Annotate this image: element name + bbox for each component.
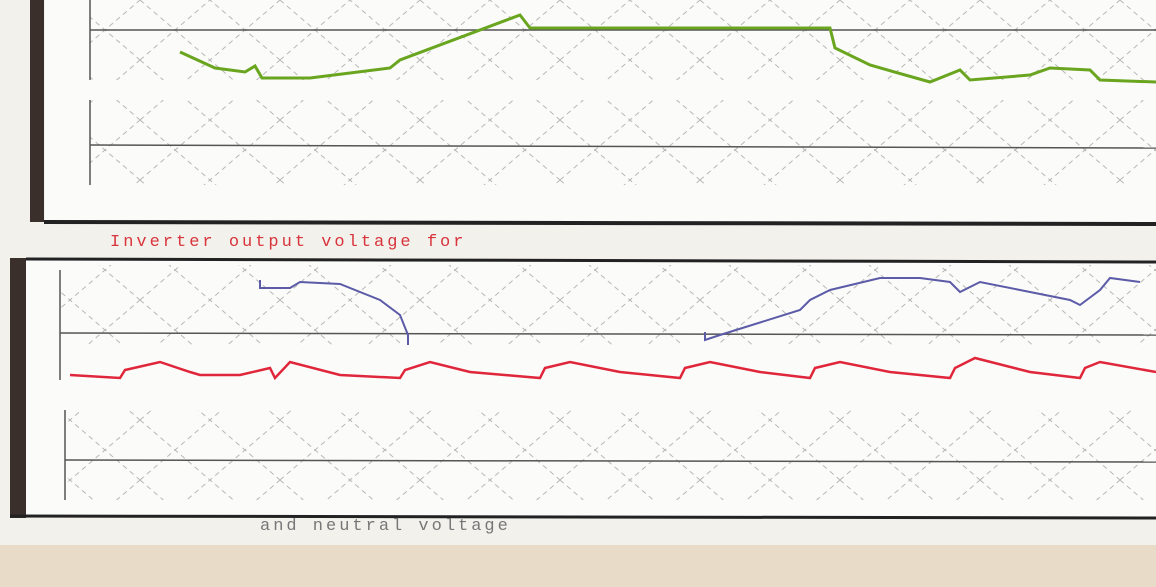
grid [90,100,1156,185]
page: {"captions": {"middle": "Inverter output… [0,0,1156,587]
photo: Inverter output voltage for and neutral … [0,0,1156,587]
sheet-edge [10,258,26,518]
caption: and neutral voltage [260,517,511,536]
border-line [10,516,1156,518]
caption: Inverter output voltage for [110,233,466,252]
border-line [44,222,1156,224]
table-edge [0,545,1156,587]
grid [65,410,1156,500]
sheet-edge [30,0,44,222]
